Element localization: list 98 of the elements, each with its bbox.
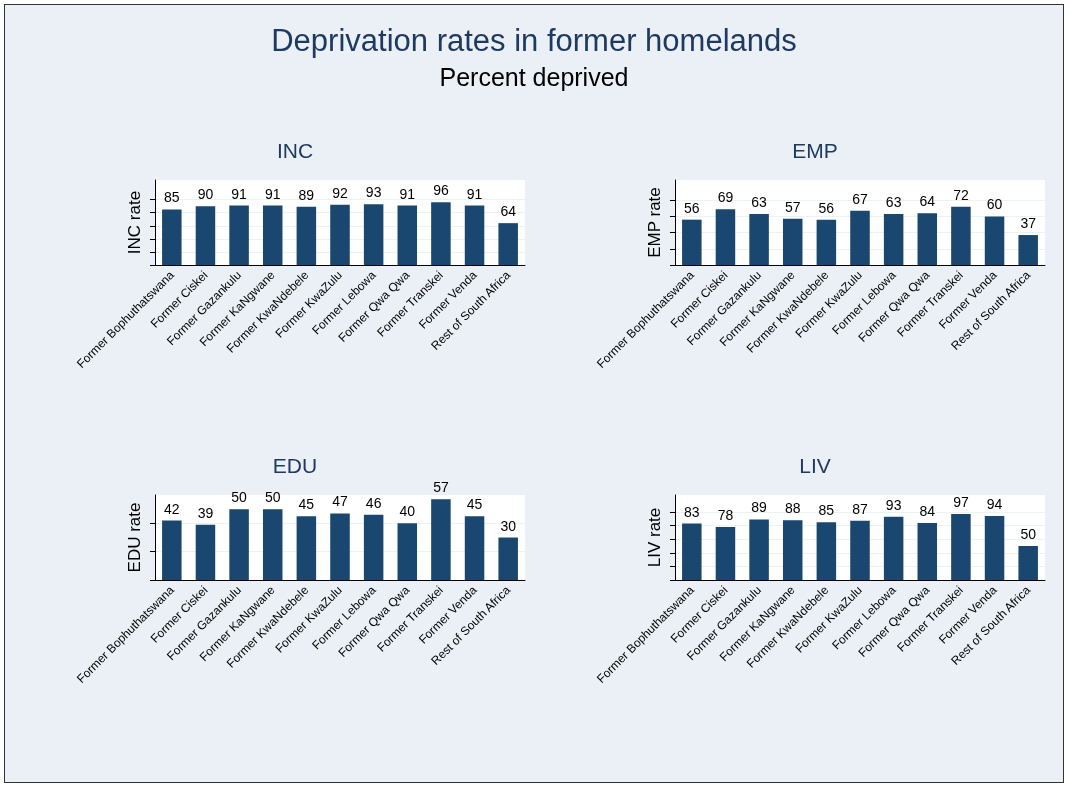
bar [850, 210, 870, 265]
bar [330, 513, 350, 580]
data-label: 50 [1020, 526, 1037, 542]
data-label: 47 [332, 493, 348, 510]
bar [850, 520, 870, 580]
bar [917, 213, 938, 265]
bar [262, 509, 283, 580]
data-label: 97 [953, 494, 969, 511]
bar [682, 219, 702, 265]
bar [464, 516, 485, 580]
data-label: 40 [399, 503, 416, 520]
bar [883, 516, 904, 580]
data-label: 64 [500, 203, 517, 220]
y-axis-title: LIV rate [645, 507, 664, 568]
data-label: 96 [433, 182, 449, 199]
bar [397, 523, 418, 580]
bar [397, 205, 418, 265]
bar [1018, 235, 1038, 265]
bar [984, 216, 1005, 265]
data-label: 84 [919, 502, 936, 519]
text: Percent deprived [438, 63, 630, 92]
bar [749, 519, 769, 580]
chart-title: EDU [272, 454, 318, 477]
data-label: 50 [231, 489, 248, 506]
data-label: 94 [986, 496, 1003, 513]
data-label: 57 [433, 479, 449, 496]
bar [682, 523, 702, 580]
bar [431, 499, 451, 580]
y-axis-title: EDU rate [125, 502, 144, 573]
data-label: 46 [365, 494, 382, 511]
bar [749, 214, 769, 265]
data-label: 42 [164, 500, 180, 517]
bar [363, 204, 384, 265]
data-label: 91 [399, 185, 416, 202]
data-label: 93 [365, 184, 382, 201]
bar [917, 522, 938, 580]
bar [498, 537, 518, 580]
data-label: 85 [164, 189, 180, 206]
data-label: 50 [264, 489, 281, 506]
data-label: 83 [684, 503, 700, 520]
chart-title: EMP [792, 139, 838, 162]
data-label: 37 [1020, 215, 1037, 232]
data-label: 67 [852, 190, 868, 207]
data-label: 92 [332, 184, 348, 201]
bar [229, 509, 249, 580]
bar [162, 520, 182, 580]
data-label: 57 [784, 198, 801, 215]
data-label: 91 [466, 185, 483, 202]
data-label: 63 [751, 194, 768, 210]
text: Deprivation rates in former homelands [270, 23, 798, 59]
data-label: 45 [298, 496, 315, 513]
data-label: 87 [852, 500, 868, 517]
bar [229, 205, 249, 265]
bar [498, 223, 518, 265]
data-label: 72 [953, 186, 969, 203]
bar [296, 516, 317, 580]
bar [951, 206, 971, 265]
bar [782, 520, 803, 580]
bar [816, 219, 837, 265]
y-axis-title: EMP rate [645, 187, 664, 258]
chart-title: LIV [799, 454, 831, 477]
data-label: 85 [818, 502, 835, 519]
data-label: 89 [751, 499, 768, 516]
data-label: 64 [919, 193, 936, 210]
bar [715, 209, 736, 265]
bar [195, 206, 216, 265]
data-label: 45 [466, 496, 483, 513]
data-label: 90 [197, 186, 214, 203]
data-label: 91 [264, 185, 281, 202]
bar [162, 209, 182, 265]
data-label: 69 [717, 189, 734, 206]
data-label: 91 [231, 185, 248, 202]
bar [984, 516, 1005, 580]
bar [363, 514, 384, 580]
data-label: 63 [885, 194, 902, 210]
data-label: 93 [885, 496, 902, 513]
data-label: 78 [717, 506, 734, 523]
data-label: 88 [784, 500, 801, 517]
bar [431, 202, 451, 265]
data-label: 56 [818, 199, 835, 216]
bar [715, 526, 736, 580]
bar [883, 214, 904, 265]
bar [330, 204, 350, 265]
data-label: 89 [298, 186, 315, 203]
bar [464, 205, 485, 265]
chart-title: INC [276, 139, 314, 162]
data-label: 30 [500, 517, 517, 534]
bar [262, 205, 283, 265]
bar [1018, 546, 1038, 580]
data-label: 56 [684, 199, 700, 216]
y-axis-title: INC rate [125, 190, 144, 255]
bar [782, 218, 803, 265]
bar [816, 522, 837, 580]
bar [296, 206, 317, 265]
data-label: 60 [986, 196, 1003, 213]
data-label: 39 [197, 504, 214, 521]
bar [951, 514, 971, 580]
bar [195, 524, 216, 580]
